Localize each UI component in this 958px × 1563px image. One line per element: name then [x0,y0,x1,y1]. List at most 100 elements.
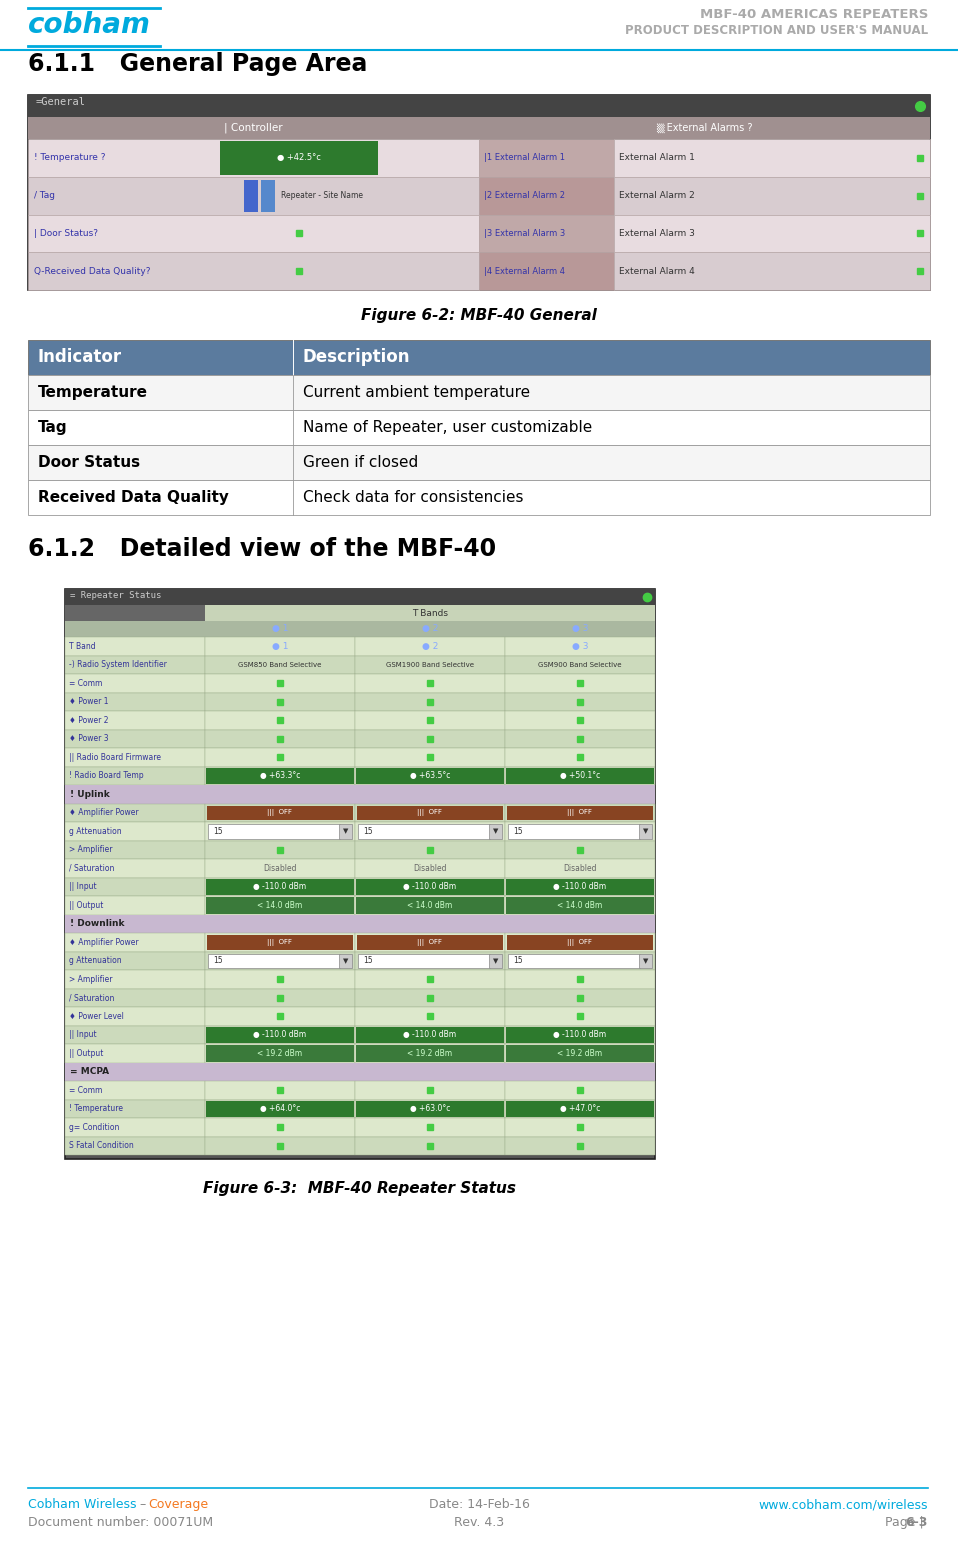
Bar [65,1136,205,1155]
Bar [505,860,655,877]
Bar [28,410,930,445]
Bar [355,822,505,841]
Text: |2 External Alarm 2: |2 External Alarm 2 [484,191,565,200]
Bar [65,971,205,988]
Text: External Alarm 4: External Alarm 4 [619,267,695,275]
Bar [205,1118,355,1136]
Text: PRODUCT DESCRIPTION AND USER'S MANUAL: PRODUCT DESCRIPTION AND USER'S MANUAL [625,23,928,38]
Bar [355,1007,505,1025]
Bar [65,822,205,841]
Bar [505,1118,655,1136]
Text: < 14.0 dBm: < 14.0 dBm [558,900,603,910]
Bar [505,841,655,860]
Bar [65,589,655,605]
Bar [357,805,503,821]
Bar [65,655,205,674]
Bar [355,860,505,877]
Bar [205,711,355,730]
Text: cobham: cobham [28,11,150,39]
Bar [65,749,205,766]
Text: = Repeater Status: = Repeater Status [70,591,161,600]
Text: Indicator: Indicator [38,349,122,366]
Bar [505,952,655,971]
Text: 6.1.2   Detailed view of the MBF-40: 6.1.2 Detailed view of the MBF-40 [28,538,496,561]
Text: Current ambient temperature: Current ambient temperature [303,384,530,400]
Text: |||  OFF: ||| OFF [267,810,292,816]
Text: ● 3: ● 3 [572,625,588,633]
Text: || Input: || Input [69,882,97,891]
Text: T Bands: T Bands [412,608,448,617]
Bar [205,896,355,914]
Text: > Amplifier: > Amplifier [69,846,112,855]
Text: || Input: || Input [69,1030,97,1039]
Bar [206,878,354,896]
Text: ● -110.0 dBm: ● -110.0 dBm [554,882,606,891]
Bar [505,988,655,1007]
Text: Document number: 00071UM: Document number: 00071UM [28,1516,213,1529]
Bar [505,1007,655,1025]
Bar [489,824,502,838]
Text: www.cobham.com/wireless: www.cobham.com/wireless [759,1497,928,1511]
Bar [206,767,354,785]
Bar [205,971,355,988]
Bar [355,896,505,914]
Text: ● -110.0 dBm: ● -110.0 dBm [254,882,307,891]
Bar [355,655,505,674]
Bar [506,1100,654,1118]
Text: External Alarm 1: External Alarm 1 [619,153,695,163]
Bar [355,638,505,655]
Bar [355,803,505,822]
Bar [355,841,505,860]
Text: Repeater - Site Name: Repeater - Site Name [281,191,362,200]
Bar [508,953,640,967]
Bar [506,897,654,913]
Text: Disabled: Disabled [563,864,597,872]
Text: ! Temperature ?: ! Temperature ? [34,153,105,163]
Bar [505,655,655,674]
Text: < 14.0 dBm: < 14.0 dBm [258,900,303,910]
Bar [479,252,614,291]
Bar [65,1118,205,1136]
Text: g Attenuation: g Attenuation [69,827,122,836]
Bar [243,180,258,211]
Text: || Output: || Output [69,1049,103,1058]
Bar [65,1044,205,1063]
Bar [205,1044,355,1063]
Bar [355,971,505,988]
Bar [205,638,355,655]
Bar [205,877,355,896]
Bar [639,824,652,838]
Bar [205,766,355,785]
Bar [614,214,930,252]
Text: Cobham Wireless: Cobham Wireless [28,1497,136,1511]
Text: ● +63.0°c: ● +63.0°c [410,1103,450,1113]
Text: |1 External Alarm 1: |1 External Alarm 1 [484,153,565,163]
Text: ● -110.0 dBm: ● -110.0 dBm [403,1030,457,1039]
Bar [505,1044,655,1063]
Text: = Comm: = Comm [69,678,103,688]
Text: Check data for consistencies: Check data for consistencies [303,489,523,505]
Bar [28,117,479,139]
Text: ♦ Power 2: ♦ Power 2 [69,716,108,725]
Bar [205,1082,355,1099]
Text: |||  OFF: ||| OFF [418,810,443,816]
Bar [28,341,930,375]
Text: MBF-40 AMERICAS REPEATERS: MBF-40 AMERICAS REPEATERS [699,8,928,20]
Bar [65,1082,205,1099]
Bar [206,1046,354,1061]
Bar [355,692,505,711]
Text: | Door Status?: | Door Status? [34,228,98,238]
Text: ! Uplink: ! Uplink [70,789,110,799]
Text: Page |: Page | [885,1516,928,1529]
Bar [205,952,355,971]
Text: External Alarm 2: External Alarm 2 [619,191,695,200]
Bar [355,1118,505,1136]
Bar [65,803,205,822]
Bar [65,1063,655,1082]
Text: ● -110.0 dBm: ● -110.0 dBm [254,1030,307,1039]
Bar [65,621,655,638]
Bar [65,896,205,914]
Text: ▼: ▼ [644,828,649,835]
Bar [505,803,655,822]
Bar [356,767,504,785]
